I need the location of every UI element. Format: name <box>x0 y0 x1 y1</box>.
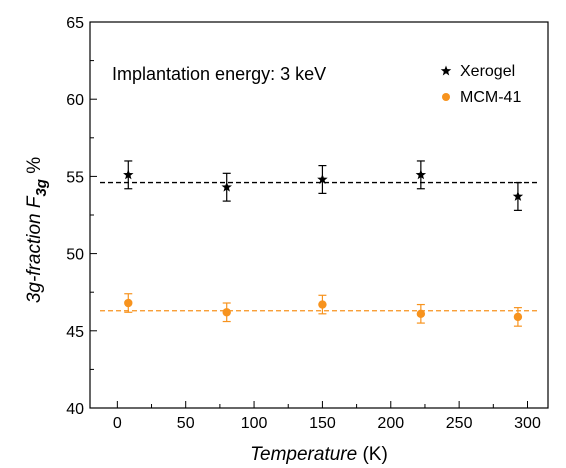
data-point <box>222 308 231 317</box>
data-point <box>318 300 327 309</box>
x-tick-label: 300 <box>514 415 541 432</box>
legend-label: MCM-41 <box>460 89 521 106</box>
data-point <box>416 309 426 319</box>
x-tick-label: 150 <box>309 415 336 432</box>
data-point <box>415 169 427 180</box>
data-point <box>123 169 134 180</box>
data-point <box>221 181 232 192</box>
y-tick-label: 65 <box>66 15 84 32</box>
axis-ticks: 0 50 100 150 200 250 300 40 45 50 55 60 65 <box>66 15 541 432</box>
y-tick-label: 60 <box>66 92 84 109</box>
y-axis-title: 3g-fraction F3g % <box>24 157 50 303</box>
data-point <box>317 173 328 184</box>
data-point <box>513 312 523 322</box>
legend-marker <box>440 65 452 76</box>
fit-lines <box>100 181 538 312</box>
legend: Xerogel MCM-41 <box>440 63 521 106</box>
y-tick-label: 40 <box>66 401 84 418</box>
data-point <box>512 190 524 201</box>
x-tick-label: 100 <box>241 415 268 432</box>
legend-label: Xerogel <box>460 63 515 80</box>
y-tick-label: 55 <box>66 169 84 186</box>
x-axis-title: Temperature (K) <box>250 444 388 465</box>
x-tick-label: 50 <box>177 415 195 432</box>
legend-marker <box>442 93 450 101</box>
y-tick-label: 45 <box>66 324 84 341</box>
data-points <box>123 160 524 327</box>
y-tick-label: 50 <box>66 247 84 264</box>
x-tick-label: 200 <box>377 415 404 432</box>
annotation-text: Implantation energy: 3 keV <box>112 64 326 84</box>
x-tick-label: 0 <box>113 415 122 432</box>
data-point <box>124 298 133 308</box>
x-tick-label: 250 <box>446 415 473 432</box>
